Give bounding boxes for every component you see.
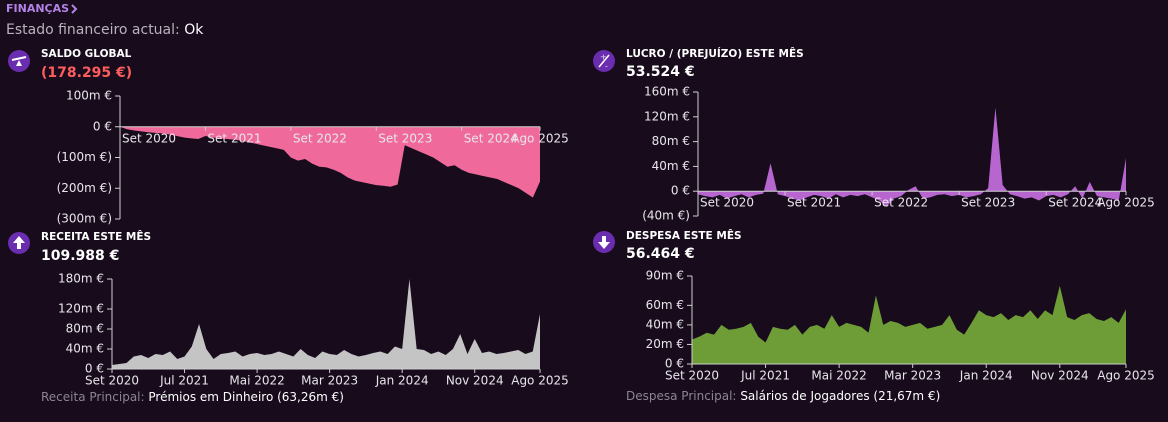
y-tick-label: 20m € (646, 337, 684, 351)
balance-icon (8, 50, 30, 72)
y-tick-label: 0 € (93, 119, 112, 133)
x-tick-label: Jan 2024 (959, 369, 1013, 383)
y-tick-label: 80m € (652, 134, 690, 148)
area (698, 107, 1126, 207)
x-tick-label: Set 2024 (464, 131, 518, 145)
y-tick-label: 100m € (66, 89, 112, 103)
y-tick-label: 60m € (646, 298, 684, 312)
x-tick-label: Set 2021 (787, 196, 841, 210)
panel-value: 109.988 € (41, 248, 120, 264)
footnote-value: Prémios em Dinheiro (63,26m €) (148, 390, 344, 404)
area (692, 285, 1126, 364)
svg-text:-: - (605, 62, 608, 71)
x-tick-label: Mar 2023 (884, 369, 941, 383)
panel-title: LUCRO / (PREJUÍZO) ESTE MÊS (626, 48, 804, 60)
footnote: Despesa Principal: Salários de Jogadores… (626, 389, 940, 403)
footnote-value: Salários de Jogadores (21,67m €) (740, 389, 941, 403)
area (120, 126, 540, 198)
y-tick-label: 40m € (66, 342, 104, 356)
y-tick-label: 0 € (665, 357, 684, 371)
y-tick-label: 0 € (85, 362, 104, 376)
x-tick-label: Set 2023 (961, 196, 1015, 210)
x-tick-label: Set 2024 (1048, 196, 1102, 210)
y-tick-label: 90m € (646, 269, 684, 283)
y-tick-label: (40m €) (642, 209, 690, 223)
y-tick-label: 120m € (58, 302, 104, 316)
x-tick-label: Set 2023 (378, 131, 432, 145)
x-tick-label: Nov 2024 (446, 374, 504, 388)
x-tick-label: Nov 2024 (1031, 369, 1089, 383)
footnote-label: Receita Principal: (41, 390, 145, 404)
footnote: Receita Principal: Prémios em Dinheiro (… (41, 390, 344, 404)
x-tick-label: Set 2021 (207, 131, 261, 145)
y-tick-label: (200m €) (57, 181, 112, 195)
profit-icon: + - (593, 50, 615, 72)
x-tick-label: Set 2020 (85, 374, 139, 388)
status-line: Estado financeiro actual: Ok (6, 22, 203, 38)
y-tick-label: (300m €) (57, 212, 112, 226)
x-tick-label: Jul 2021 (159, 374, 209, 388)
y-tick-label: 120m € (644, 109, 690, 123)
x-tick-label: Set 2022 (293, 131, 347, 145)
y-tick-label: 80m € (66, 322, 104, 336)
panel-title: DESPESA ESTE MÊS (626, 230, 742, 242)
x-tick-label: Set 2020 (665, 369, 719, 383)
x-tick-label: Jul 2021 (740, 369, 790, 383)
panel-value: 53.524 € (626, 64, 695, 80)
x-tick-label: Set 2022 (874, 196, 928, 210)
x-tick-label: Mar 2023 (301, 374, 358, 388)
x-tick-label: Jan 2024 (375, 374, 429, 388)
x-tick-label: Ago 2025 (1097, 196, 1155, 210)
section-title[interactable]: FINANÇAS (6, 2, 70, 15)
x-tick-label: Set 2020 (700, 196, 754, 210)
area (112, 279, 540, 369)
x-tick-label: Set 2020 (122, 131, 176, 145)
status-label: Estado financeiro actual: (6, 22, 180, 38)
revenue-icon (8, 232, 30, 254)
panel-value: (178.295 €) (41, 65, 133, 81)
y-tick-label: (100m €) (57, 150, 112, 164)
expense-icon (593, 231, 615, 253)
y-tick-label: 180m € (58, 272, 104, 286)
y-tick-label: 40m € (652, 159, 690, 173)
x-tick-label: Ago 2025 (511, 374, 569, 388)
panel-value: 56.464 € (626, 246, 695, 262)
y-tick-label: 40m € (646, 317, 684, 331)
panel-title: RECEITA ESTE MÊS (41, 231, 152, 243)
x-tick-label: Mai 2022 (229, 374, 284, 388)
svg-text:+: + (600, 53, 607, 62)
status-value: Ok (184, 22, 204, 38)
y-tick-label: 160m € (644, 85, 690, 99)
panel-title: SALDO GLOBAL (41, 48, 132, 60)
x-tick-label: Mai 2022 (811, 369, 866, 383)
footnote-label: Despesa Principal: (626, 389, 737, 403)
y-tick-label: 0 € (671, 184, 690, 198)
x-tick-label: Ago 2025 (1097, 369, 1155, 383)
x-tick-label: Ago 2025 (511, 131, 569, 145)
chevron-icon (71, 4, 78, 14)
